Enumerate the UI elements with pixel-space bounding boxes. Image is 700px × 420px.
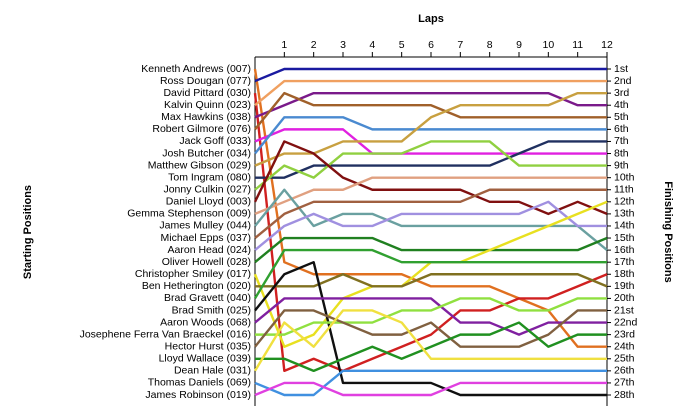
driver-name: Josephene Ferra Van Braeckel (016) [80, 328, 251, 340]
x-tick-label: 9 [516, 39, 522, 51]
driver-line [254, 91, 607, 131]
y-tick-label: 17th [614, 256, 635, 268]
y-tick-label: 25th [614, 353, 635, 365]
driver-name: Kenneth Andrews (007) [141, 63, 251, 75]
y-tick-label: 21st [614, 304, 634, 316]
driver-name: Kalvin Quinn (023) [164, 99, 251, 111]
driver-name: David Pittard (030) [163, 87, 251, 99]
driver-name: Thomas Daniels (069) [148, 377, 251, 389]
driver-name: James Mulley (044) [159, 220, 251, 232]
y-tick-label: 4th [614, 99, 629, 111]
chart-title: Laps [418, 13, 444, 25]
driver-line [254, 91, 607, 119]
driver-name: Jonny Culkin (027) [163, 184, 251, 196]
x-tick-label: 5 [399, 39, 405, 51]
y-tick-label: 6th [614, 123, 629, 135]
x-tick-label: 6 [428, 39, 434, 51]
driver-name: James Robinson (019) [145, 389, 251, 401]
driver-line [254, 381, 607, 397]
x-tick-label: 7 [457, 39, 463, 51]
y-tick-label: 13th [614, 208, 635, 220]
driver-name: Aaron Head (024) [168, 244, 251, 256]
driver-name: Matthew Gibson (029) [148, 159, 251, 171]
y-tick-label: 19th [614, 280, 635, 292]
driver-line [255, 273, 608, 288]
driver-line [254, 309, 607, 348]
driver-name: Ross Dougan (077) [160, 75, 251, 87]
driver-line [254, 260, 607, 397]
x-tick-label: 8 [487, 39, 493, 51]
x-tick-label: 3 [340, 39, 346, 51]
driver-line [254, 67, 607, 83]
driver-line [255, 321, 607, 373]
driver-line [254, 128, 607, 155]
x-tick-label: 11 [572, 39, 583, 51]
y-tick-label: 15th [614, 232, 635, 244]
driver-line [254, 200, 607, 252]
driver-line [254, 79, 607, 107]
driver-line [255, 140, 607, 179]
y-tick-label: 10th [614, 171, 635, 183]
x-tick-label: 12 [601, 39, 613, 51]
y-tick-label: 8th [614, 147, 629, 159]
y-tick-label: 12th [614, 196, 635, 208]
y-axis-title: Starting Positions [22, 185, 34, 279]
driver-line [254, 140, 607, 191]
y-tick-label: 7th [614, 135, 629, 147]
y-tick-label: 2nd [614, 75, 632, 87]
driver-name: Daniel Lloyd (003) [166, 196, 251, 208]
driver-line [254, 188, 607, 239]
y-tick-label: 28th [614, 389, 635, 401]
y2-axis-title: Finishing Positions [662, 181, 674, 282]
driver-name: Tom Ingram (080) [168, 171, 251, 183]
driver-line [254, 369, 607, 397]
driver-name: Brad Smith (025) [172, 304, 251, 316]
driver-line [254, 188, 608, 252]
driver-line [253, 248, 607, 300]
driver-name: Robert Gilmore (076) [152, 123, 251, 135]
driver-line [254, 236, 608, 264]
driver-line [253, 309, 607, 372]
y-tick-label: 26th [614, 365, 635, 377]
driver-name: Ben Hetherington (020) [142, 280, 251, 292]
driver-name: Max Hawkins (038) [161, 111, 251, 123]
driver-line [255, 297, 607, 336]
driver-name: Dean Hale (031) [174, 365, 251, 377]
y-tick-label: 18th [614, 268, 635, 280]
y-tick-label: 27th [614, 377, 635, 389]
driver-name: Jack Goff (033) [179, 135, 251, 147]
driver-name: Gemma Stephenson (009) [127, 208, 251, 220]
driver-name: Josh Butcher (034) [162, 147, 251, 159]
y-tick-label: 23rd [614, 328, 635, 340]
driver-line [254, 176, 607, 215]
y-tick-label: 3rd [614, 87, 629, 99]
driver-name: Hector Hurst (035) [165, 340, 251, 352]
y-tick-label: 9th [614, 159, 629, 171]
y-tick-label: 20th [614, 292, 635, 304]
x-tick-label: 1 [281, 39, 287, 51]
y-tick-label: 11th [614, 184, 634, 196]
driver-line [254, 297, 607, 336]
driver-name: Brad Gravett (040) [164, 292, 251, 304]
driver-line [253, 140, 608, 216]
driver-name: Christopher Smiley (017) [135, 268, 251, 280]
y-tick-label: 22nd [614, 316, 638, 328]
driver-name: Oliver Howell (028) [162, 256, 251, 268]
y-tick-label: 16th [614, 244, 635, 256]
y-tick-label: 1st [614, 63, 628, 75]
driver-line [253, 93, 608, 373]
y-tick-label: 24th [614, 340, 635, 352]
driver-line [254, 116, 607, 155]
x-tick-label: 4 [369, 39, 375, 51]
x-tick-label: 2 [311, 39, 317, 51]
driver-name: Aaron Woods (068) [160, 316, 251, 328]
driver-name: Michael Epps (037) [161, 232, 251, 244]
y-tick-label: 14th [614, 220, 635, 232]
x-tick-label: 10 [542, 39, 554, 51]
y-tick-label: 5th [614, 111, 629, 123]
driver-name: Lloyd Wallace (039) [159, 353, 251, 365]
